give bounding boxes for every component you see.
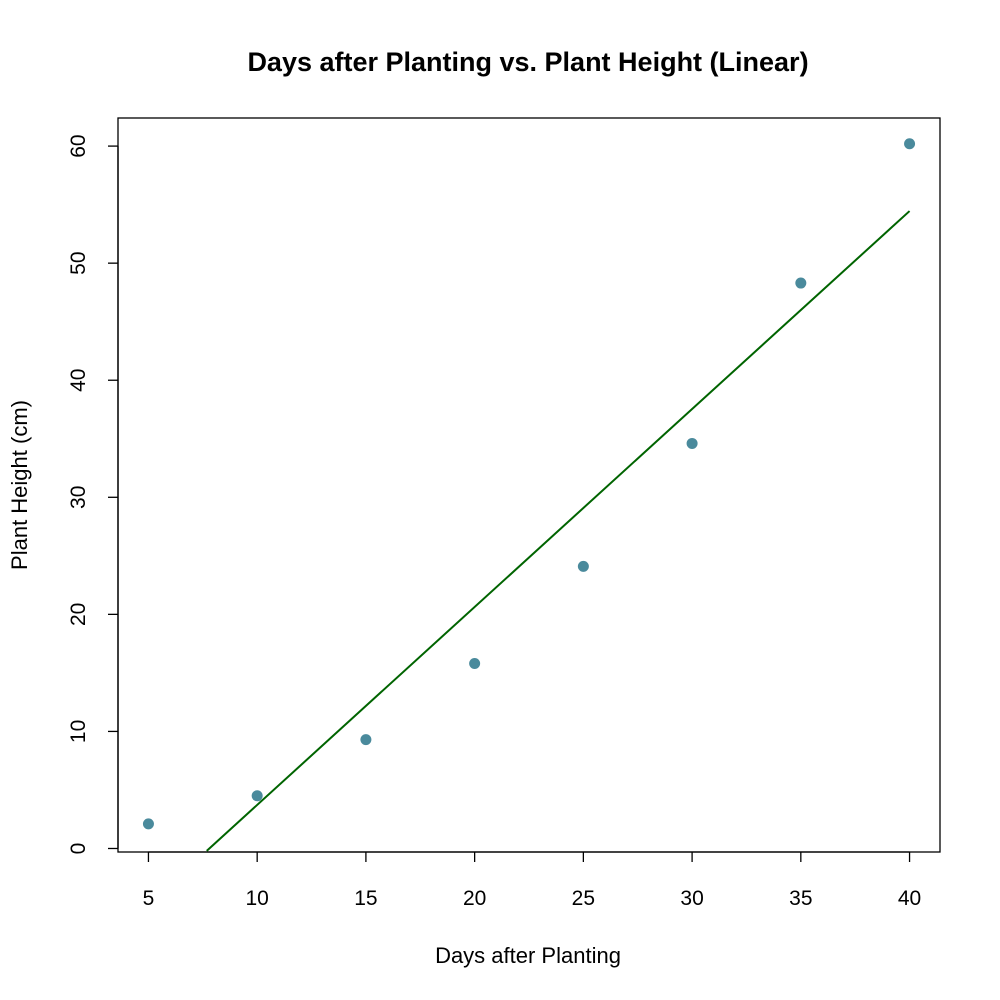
y-tick-label: 60 [67,134,90,157]
data-point [904,138,916,150]
y-tick-label: 40 [67,369,90,392]
x-tick-label: 20 [463,887,486,910]
x-tick-label: 15 [354,887,377,910]
x-tick-label: 35 [789,887,812,910]
points-layer [142,138,916,830]
x-axis: 5 10 15 20 25 30 35 40 [143,851,921,910]
regression-line [206,210,911,852]
x-tick-label: 40 [898,887,921,910]
y-axis-label: Plant Height (cm) [7,400,32,570]
x-axis-label: Days after Planting [435,943,621,968]
y-tick-label: 20 [67,603,90,626]
y-axis: 0 10 20 30 40 50 60 [67,134,119,855]
y-tick-label: 10 [67,720,90,743]
data-point [686,437,698,449]
x-tick-label: 10 [245,887,268,910]
y-tick-label: 50 [67,251,90,274]
chart-title: Days after Planting vs. Plant Height (Li… [247,47,808,77]
data-point [360,734,372,746]
data-point [469,658,481,670]
fit-line-layer [206,210,911,852]
data-point [251,790,263,802]
x-tick-label: 5 [143,887,155,910]
data-point [577,560,589,572]
data-point [142,818,154,830]
plot-frame [117,117,941,853]
x-tick-label: 25 [572,887,595,910]
y-tick-label: 0 [67,843,90,855]
data-point [795,277,807,289]
y-tick-label: 30 [67,486,90,509]
x-tick-label: 30 [680,887,703,910]
